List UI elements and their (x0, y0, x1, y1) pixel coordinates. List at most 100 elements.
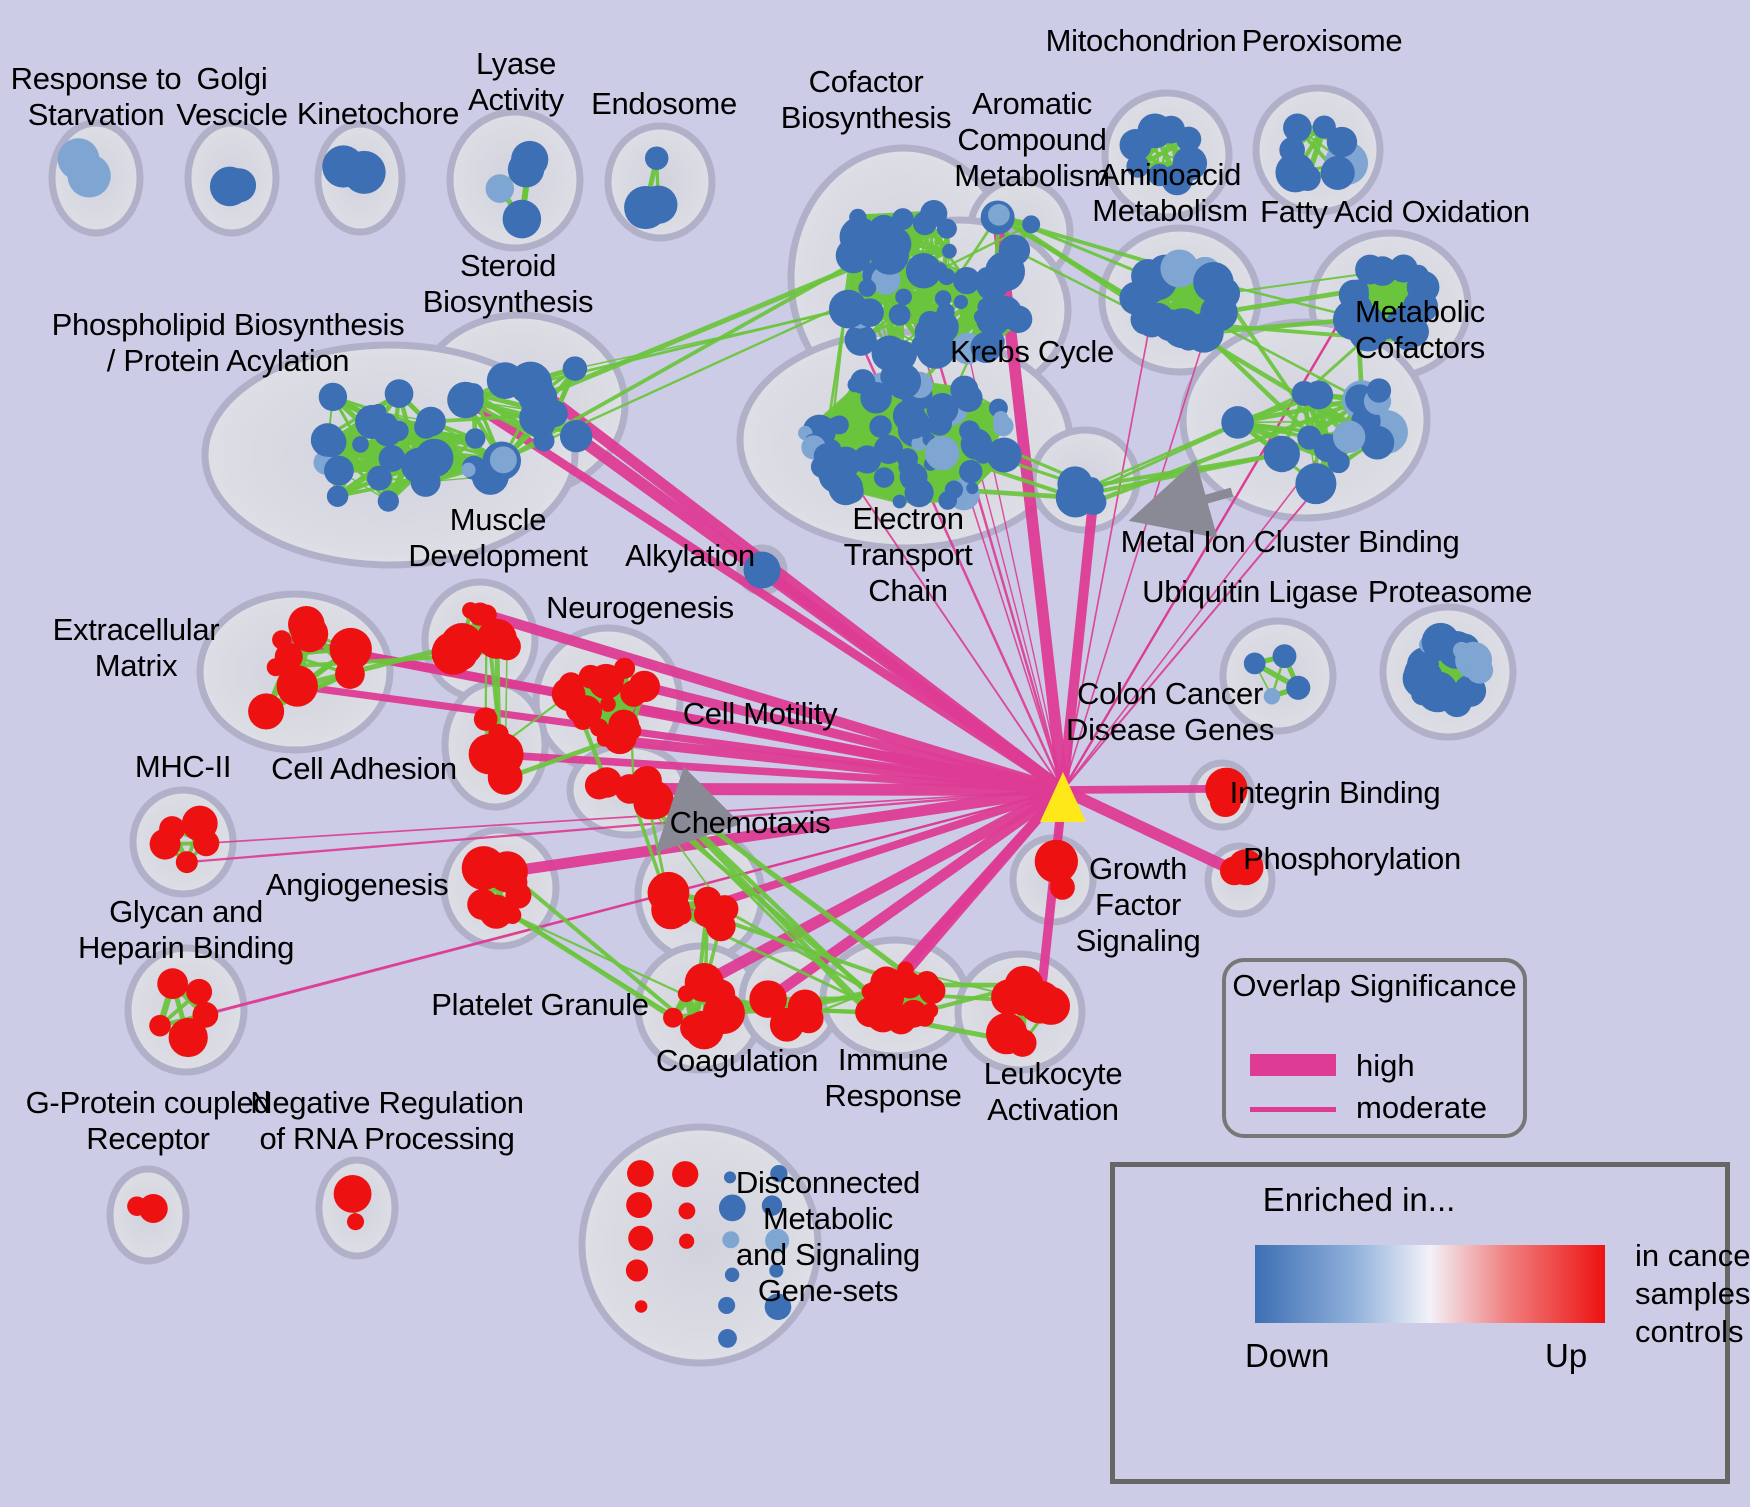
gene-set-node[interactable] (1221, 406, 1254, 439)
gene-set-node[interactable] (885, 363, 922, 400)
gene-set-node[interactable] (924, 435, 960, 471)
gene-set-node[interactable] (838, 296, 865, 322)
gene-set-node[interactable] (1320, 155, 1355, 190)
gene-set-node[interactable] (493, 632, 521, 661)
gene-set-node[interactable] (953, 266, 981, 295)
gene-set-node[interactable] (329, 627, 372, 671)
gene-set-node[interactable] (1243, 652, 1266, 675)
gene-set-node[interactable] (886, 339, 917, 371)
gene-set-node[interactable] (950, 375, 979, 404)
gene-set-node[interactable] (769, 1263, 784, 1278)
gene-set-node[interactable] (159, 816, 186, 843)
gene-set-node[interactable] (248, 693, 285, 730)
gene-set-node[interactable] (1291, 380, 1317, 406)
gene-set-node[interactable] (525, 408, 556, 439)
gene-set-node[interactable] (352, 436, 369, 453)
gene-set-node[interactable] (625, 1259, 649, 1282)
gene-set-node[interactable] (149, 1014, 171, 1037)
gene-set-node[interactable] (936, 302, 955, 321)
gene-set-node[interactable] (489, 446, 517, 474)
gene-set-node[interactable] (927, 410, 953, 436)
gene-set-node[interactable] (1406, 290, 1439, 323)
gene-set-node[interactable] (985, 251, 1026, 292)
gene-set-node[interactable] (323, 455, 354, 486)
gene-set-node[interactable] (718, 1194, 746, 1222)
gene-set-node[interactable] (370, 403, 387, 420)
gene-set-node[interactable] (858, 279, 877, 297)
gene-set-node[interactable] (511, 140, 549, 179)
gene-set-node[interactable] (1010, 990, 1036, 1016)
gene-set-node[interactable] (873, 467, 895, 488)
gene-set-node[interactable] (157, 968, 189, 1000)
gene-set-node[interactable] (905, 253, 942, 289)
gene-set-node[interactable] (722, 1231, 740, 1249)
gene-set-node[interactable] (920, 199, 948, 228)
gene-set-node[interactable] (1272, 644, 1297, 669)
gene-set-node[interactable] (410, 466, 441, 497)
gene-set-node[interactable] (272, 630, 292, 650)
gene-set-node[interactable] (914, 316, 947, 349)
gene-set-node[interactable] (186, 978, 213, 1005)
gene-set-node[interactable] (904, 478, 934, 508)
gene-set-node[interactable] (663, 1007, 683, 1028)
gene-set-node[interactable] (1209, 785, 1242, 818)
gene-set-node[interactable] (318, 382, 348, 412)
gene-set-node[interactable] (705, 979, 736, 1009)
gene-set-node[interactable] (465, 428, 486, 449)
gene-set-node[interactable] (488, 723, 509, 745)
gene-set-node[interactable] (818, 458, 854, 493)
gene-set-node[interactable] (1080, 489, 1107, 516)
gene-set-node[interactable] (57, 138, 100, 180)
gene-set-node[interactable] (377, 490, 399, 512)
gene-set-node[interactable] (970, 331, 1002, 364)
gene-set-node[interactable] (266, 658, 285, 677)
gene-set-node[interactable] (1360, 425, 1395, 460)
gene-set-node[interactable] (644, 146, 669, 170)
hub-node-layer[interactable] (1040, 772, 1086, 822)
gene-set-node[interactable] (895, 288, 912, 306)
gene-set-node[interactable] (486, 362, 524, 399)
gene-set-node[interactable] (603, 720, 637, 755)
gene-set-node[interactable] (626, 1192, 653, 1219)
gene-set-node[interactable] (414, 415, 438, 439)
gene-set-node[interactable] (209, 166, 250, 207)
gene-set-node[interactable] (479, 732, 524, 777)
gene-set-node[interactable] (378, 445, 406, 472)
gene-set-node[interactable] (505, 871, 528, 894)
gene-set-node[interactable] (1283, 113, 1312, 143)
gene-set-node[interactable] (976, 302, 1010, 337)
gene-set-node[interactable] (291, 615, 329, 653)
gene-set-node[interactable] (1219, 856, 1249, 886)
gene-set-node[interactable] (896, 971, 923, 999)
gene-set-node[interactable] (761, 1195, 783, 1216)
gene-set-node[interactable] (885, 1005, 903, 1022)
gene-set-node[interactable] (639, 185, 678, 224)
gene-set-node[interactable] (1176, 126, 1202, 152)
gene-set-node[interactable] (718, 1328, 737, 1348)
gene-set-node[interactable] (679, 1233, 695, 1249)
gene-set-node[interactable] (869, 415, 892, 438)
gene-set-node[interactable] (873, 434, 904, 465)
gene-set-node[interactable] (628, 1225, 654, 1251)
gene-set-node[interactable] (473, 707, 498, 731)
gene-set-node[interactable] (897, 407, 930, 439)
gene-set-node[interactable] (749, 980, 787, 1018)
gene-set-node[interactable] (127, 1196, 147, 1216)
gene-set-node[interactable] (485, 174, 515, 203)
gene-set-node[interactable] (986, 437, 1022, 473)
gene-set-node[interactable] (1148, 163, 1171, 187)
gene-set-node[interactable] (1207, 277, 1241, 310)
colon-cancer-hub-triangle[interactable] (1040, 772, 1086, 822)
gene-set-node[interactable] (764, 1293, 792, 1321)
gene-set-node[interactable] (724, 1267, 740, 1283)
gene-set-node[interactable] (966, 482, 979, 495)
gene-set-node[interactable] (870, 236, 909, 275)
gene-set-node[interactable] (1347, 279, 1369, 301)
gene-set-node[interactable] (892, 494, 907, 509)
gene-set-node[interactable] (859, 1005, 872, 1018)
gene-set-node[interactable] (672, 905, 692, 925)
gene-set-node[interactable] (959, 459, 983, 484)
gene-set-node[interactable] (988, 203, 1010, 226)
gene-set-node[interactable] (138, 1194, 168, 1223)
gene-set-node[interactable] (765, 1228, 790, 1253)
